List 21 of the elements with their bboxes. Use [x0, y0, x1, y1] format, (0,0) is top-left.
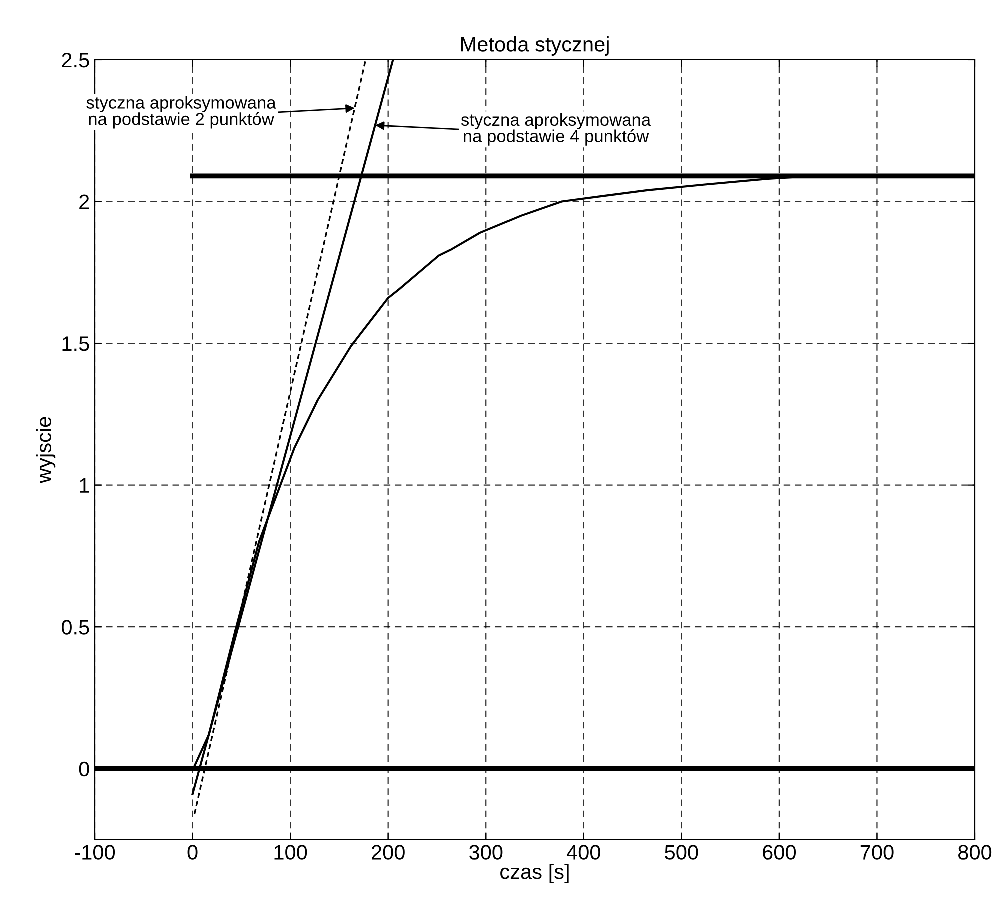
y-tick-label: 2 — [80, 194, 90, 210]
y-tick-label: 0.5 — [62, 620, 90, 635]
x-tick-label: 500 — [665, 845, 698, 860]
y-tick-label: 1.5 — [62, 336, 90, 352]
x-tick-label: 800 — [958, 845, 992, 860]
y-tick-label: 1 — [80, 478, 90, 493]
x-tick-label: 100 — [274, 845, 308, 860]
y-axis-title: wyjscie — [36, 417, 56, 484]
annotation: styczna aproksymowana na podstawie 4 punktów — [461, 113, 652, 146]
x-axis-title: czas [s] — [500, 864, 569, 884]
x-tick-label: 600 — [763, 845, 796, 860]
x-tick-label: 200 — [372, 845, 405, 860]
y-tick-label: 0 — [79, 762, 90, 777]
y-tick-label: 2.5 — [62, 52, 90, 68]
chart-title: Metoda stycznej — [461, 36, 609, 56]
x-tick-label: 300 — [470, 845, 503, 860]
annotation: styczna aproksymowana na podstawie 2 punktów — [86, 96, 276, 129]
x-tick-label: 400 — [566, 845, 600, 860]
x-tick-label: -100 — [75, 845, 116, 860]
x-tick-label: 700 — [860, 845, 894, 860]
x-tick-label: 0 — [188, 845, 198, 860]
